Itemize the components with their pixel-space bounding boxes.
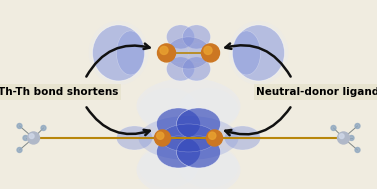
Circle shape [201,44,219,62]
Text: Neutral-donor ligand: Neutral-donor ligand [256,87,377,97]
Ellipse shape [116,126,153,150]
Ellipse shape [228,21,288,85]
Circle shape [160,46,168,54]
Circle shape [339,134,344,139]
Circle shape [157,132,164,139]
Circle shape [208,132,216,139]
Circle shape [207,130,222,146]
Ellipse shape [176,136,221,168]
Ellipse shape [188,43,208,63]
Circle shape [337,132,349,144]
Ellipse shape [167,57,195,81]
Circle shape [158,44,176,62]
Circle shape [41,125,46,130]
Ellipse shape [169,43,188,63]
Ellipse shape [138,88,199,132]
Ellipse shape [167,37,210,69]
Ellipse shape [92,25,144,81]
Circle shape [331,125,336,130]
Ellipse shape [116,31,144,75]
Ellipse shape [233,25,285,81]
Ellipse shape [182,57,210,81]
Circle shape [155,130,170,146]
Ellipse shape [89,21,149,85]
Circle shape [29,134,34,139]
Ellipse shape [138,144,199,188]
Ellipse shape [161,124,216,152]
Circle shape [355,123,360,129]
Circle shape [17,123,22,129]
Ellipse shape [182,25,210,49]
Circle shape [204,46,212,54]
Circle shape [23,136,28,140]
Ellipse shape [178,88,239,132]
Circle shape [28,132,40,144]
Ellipse shape [136,142,241,189]
Ellipse shape [233,31,261,75]
Circle shape [17,147,22,153]
Circle shape [349,136,354,140]
Ellipse shape [178,144,239,188]
Ellipse shape [136,78,241,134]
Text: Th-Th bond shortens: Th-Th bond shortens [0,87,118,97]
Ellipse shape [156,136,201,168]
Ellipse shape [224,126,261,150]
Ellipse shape [138,116,239,160]
Circle shape [355,147,360,153]
Ellipse shape [176,108,221,140]
Ellipse shape [167,25,195,49]
Ellipse shape [156,108,201,140]
